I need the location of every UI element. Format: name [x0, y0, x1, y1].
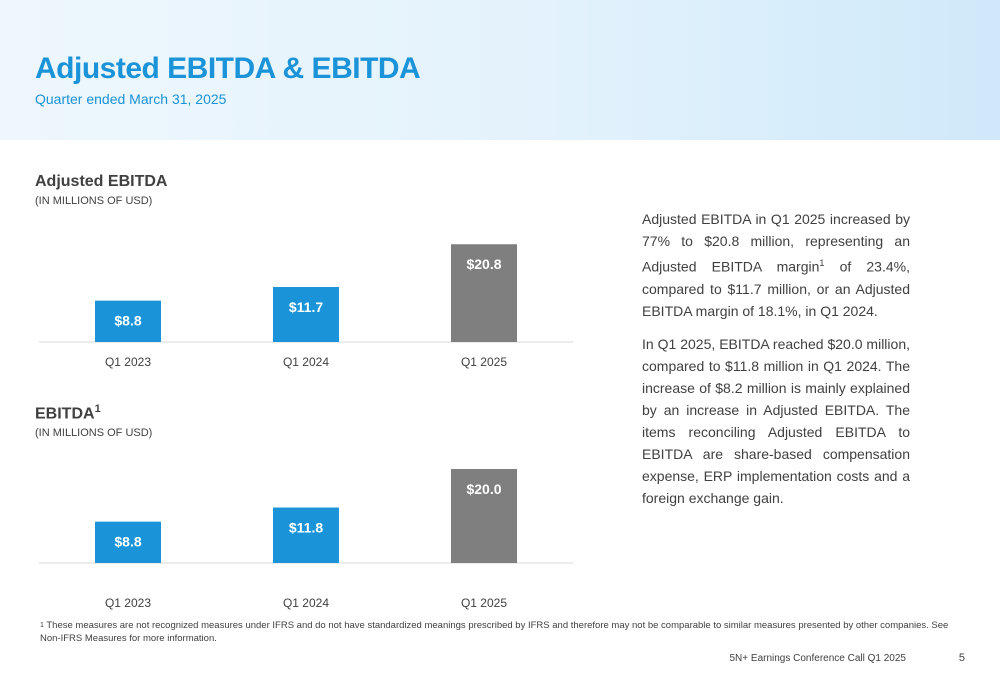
bar-value-label: $8.8 [114, 534, 141, 550]
page-title: Adjusted EBITDA & EBITDA [35, 52, 421, 85]
bar-value-label: $11.8 [289, 520, 323, 536]
bar-value-label: $20.0 [466, 481, 501, 497]
x-tick-label: Q1 2025 [461, 355, 507, 369]
x-tick-label: Q1 2024 [283, 596, 329, 610]
bar-q1-2025 [451, 244, 517, 342]
commentary-paragraph-1: Adjusted EBITDA in Q1 2025 increased by … [642, 211, 910, 319]
footnote-text: These measures are not recognized measur… [40, 620, 949, 644]
commentary-paragraph-2: In Q1 2025, EBITDA reached $20.0 million… [642, 335, 910, 506]
bar-value-label: $11.7 [289, 299, 323, 315]
chart-ebitda-footnote-mark: 1 [94, 403, 101, 415]
footer-text: 5N+ Earnings Conference Call Q1 2025 [729, 653, 907, 664]
x-tick-label: Q1 2025 [461, 596, 507, 610]
bar-value-label: $8.8 [114, 313, 141, 329]
adjusted-ebitda-chart: $8.8 Q1 2023 $11.7 Q1 2024 $20.8 Q1 2025 [39, 244, 573, 369]
bar-q1-2025 [451, 469, 517, 563]
chart-ebitda-unit: (IN MILLIONS OF USD) [35, 427, 153, 439]
chart-ebitda-title: EBITDA1 [35, 403, 101, 423]
x-tick-label: Q1 2023 [105, 596, 151, 610]
bar-q1-2023 [95, 300, 161, 342]
bar-value-label: $20.8 [466, 256, 501, 272]
x-tick-label: Q1 2024 [283, 355, 329, 369]
footnote-mark: 1 [40, 622, 44, 629]
margin-footnote-mark: 1 [819, 258, 825, 268]
bar-q1-2023 [95, 521, 161, 563]
footnote: 1 These measures are not recognized meas… [40, 619, 965, 645]
page-number: 5 [958, 652, 965, 664]
ebitda-chart: $8.8 Q1 2023 $11.8 Q1 2024 $20.0 Q1 2025 [39, 469, 573, 610]
page-subtitle: Quarter ended March 31, 2025 [35, 91, 227, 107]
x-tick-label: Q1 2023 [105, 355, 151, 369]
bar-q1-2024 [273, 287, 339, 342]
commentary: Adjusted EBITDA in Q1 2025 increased by … [642, 208, 910, 520]
bar-q1-2024 [273, 507, 339, 563]
header-banner: Adjusted EBITDA & EBITDA Quarter ended M… [0, 0, 1000, 140]
chart-adjusted-ebitda-unit: (IN MILLIONS OF USD) [35, 195, 153, 207]
chart-adjusted-ebitda-title: Adjusted EBITDA [35, 173, 168, 190]
